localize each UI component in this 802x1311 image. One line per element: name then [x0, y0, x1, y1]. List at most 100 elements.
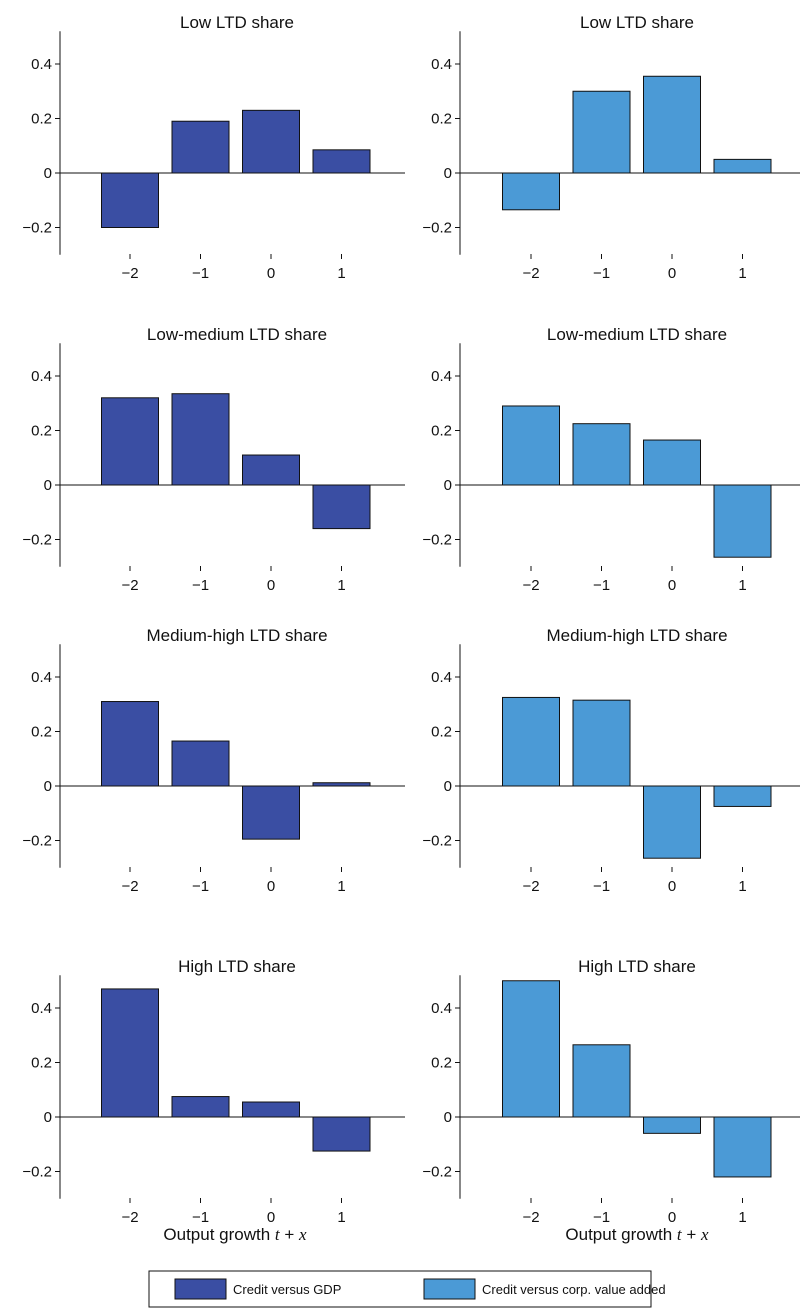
- bar: [101, 397, 159, 486]
- chart-title: Low LTD share: [180, 13, 294, 32]
- y-tick-label: 0: [44, 165, 52, 182]
- bar: [572, 699, 631, 787]
- y-tick-label: 0.2: [431, 423, 452, 440]
- chart-panel: Medium-high LTD share −0.2 0 0.2 0.4 −2 −1 0 1: [22, 626, 405, 895]
- x-tick-label: 0: [267, 878, 275, 895]
- bar: [643, 439, 701, 486]
- y-tick-label: 0: [444, 778, 452, 795]
- bar: [502, 980, 560, 1118]
- bar: [171, 740, 230, 787]
- x-tick-label: −2: [121, 577, 138, 594]
- bar: [713, 1116, 772, 1178]
- x-tick-label: −1: [192, 577, 209, 594]
- chart-title: High LTD share: [178, 957, 296, 976]
- bar: [171, 393, 230, 486]
- y-tick-label: −0.2: [22, 220, 52, 237]
- bar: [572, 423, 631, 486]
- bar: [312, 149, 371, 174]
- x-tick-label: 1: [738, 1209, 746, 1226]
- y-tick-label: 0.2: [431, 724, 452, 741]
- chart-title: Medium-high LTD share: [146, 626, 327, 645]
- y-tick-label: 0.4: [31, 56, 52, 73]
- chart-panel: High LTD share −0.2 0 0.2 0.4 −2 −1 0 1: [22, 957, 405, 1226]
- bar: [171, 1096, 230, 1118]
- y-tick-label: −0.2: [422, 1164, 452, 1181]
- y-tick-label: 0: [44, 477, 52, 494]
- legend-box: [148, 1270, 652, 1308]
- legend-label-value-added: Credit versus corp. value added: [482, 1282, 666, 1297]
- y-tick-label: −0.2: [22, 1164, 52, 1181]
- x-tick-label: 0: [267, 577, 275, 594]
- y-tick-label: −0.2: [22, 532, 52, 549]
- legend: Credit versus GDP Credit versus corp. va…: [148, 1270, 666, 1308]
- y-tick-label: 0.2: [431, 111, 452, 128]
- legend-swatch-gdp: [174, 1278, 227, 1300]
- bar: [312, 1116, 371, 1152]
- y-tick-label: 0.2: [31, 111, 52, 128]
- x-tick-label: −1: [593, 1209, 610, 1226]
- bar: [502, 405, 560, 486]
- y-tick-label: 0.2: [31, 1055, 52, 1072]
- x-tick-label: 1: [738, 265, 746, 282]
- y-tick-label: 0.2: [31, 724, 52, 741]
- legend-label-gdp: Credit versus GDP: [233, 1282, 341, 1297]
- y-tick-label: −0.2: [22, 833, 52, 850]
- chart-title: High LTD share: [578, 957, 696, 976]
- x-tick-label: −2: [121, 265, 138, 282]
- bar: [572, 90, 631, 174]
- x-tick-label: 0: [267, 265, 275, 282]
- bar: [101, 701, 159, 787]
- x-tick-label: −2: [522, 878, 539, 895]
- y-tick-label: 0.4: [431, 56, 452, 73]
- y-tick-label: 0.2: [431, 1055, 452, 1072]
- x-tick-label: 0: [668, 878, 676, 895]
- y-tick-label: 0.4: [431, 669, 452, 686]
- bar: [713, 158, 772, 174]
- x-tick-label: −1: [192, 265, 209, 282]
- chart-title: Low-medium LTD share: [147, 325, 327, 344]
- x-tick-label: 1: [337, 878, 345, 895]
- chart-title: Low-medium LTD share: [547, 325, 727, 344]
- x-tick-label: 1: [738, 878, 746, 895]
- bar: [242, 785, 300, 840]
- y-tick-label: 0.2: [31, 423, 52, 440]
- chart-panel: Low LTD share −0.2 0 0.2 0.4 −2 −1 0 1: [22, 13, 405, 282]
- chart-title: Low LTD share: [580, 13, 694, 32]
- x-tick-label: −2: [121, 1209, 138, 1226]
- x-tick-label: −2: [522, 577, 539, 594]
- y-tick-label: 0.4: [31, 368, 52, 385]
- bar: [242, 109, 300, 174]
- x-tick-label: −1: [593, 878, 610, 895]
- chart-title: Medium-high LTD share: [546, 626, 727, 645]
- x-tick-label: 0: [267, 1209, 275, 1226]
- bar: [713, 785, 772, 807]
- bar: [713, 484, 772, 558]
- bar: [502, 172, 560, 211]
- x-tick-label: 1: [337, 577, 345, 594]
- x-tick-label: −2: [121, 878, 138, 895]
- bar: [101, 988, 159, 1118]
- bar: [242, 454, 300, 486]
- y-tick-label: 0.4: [431, 1000, 452, 1017]
- chart-panel: Low-medium LTD share −0.2 0 0.2 0.4 −2 −1 0 1: [422, 325, 800, 594]
- y-tick-label: 0: [44, 778, 52, 795]
- bar: [643, 1116, 701, 1134]
- bar: [643, 785, 701, 859]
- bar: [643, 75, 701, 174]
- chart-panel: High LTD share −0.2 0 0.2 0.4 −2 −1 0 1: [422, 957, 800, 1226]
- bar: [242, 1101, 300, 1118]
- x-tick-label: 0: [668, 1209, 676, 1226]
- x-tick-label: −1: [593, 577, 610, 594]
- chart-panel: Medium-high LTD share −0.2 0 0.2 0.4 −2 −1 0 1: [422, 626, 800, 895]
- bar: [171, 120, 230, 174]
- x-tick-label: 0: [668, 577, 676, 594]
- y-tick-label: −0.2: [422, 532, 452, 549]
- bar: [312, 484, 371, 530]
- chart-panel: Low LTD share −0.2 0 0.2 0.4 −2 −1 0 1: [422, 13, 800, 282]
- x-tick-label: 0: [668, 265, 676, 282]
- y-tick-label: 0: [444, 1109, 452, 1126]
- chart-panel: Low-medium LTD share −0.2 0 0.2 0.4 −2 −1 0 1: [22, 325, 405, 594]
- x-axis-label-right: Output growth t + x: [565, 1225, 709, 1244]
- x-tick-label: −1: [593, 265, 610, 282]
